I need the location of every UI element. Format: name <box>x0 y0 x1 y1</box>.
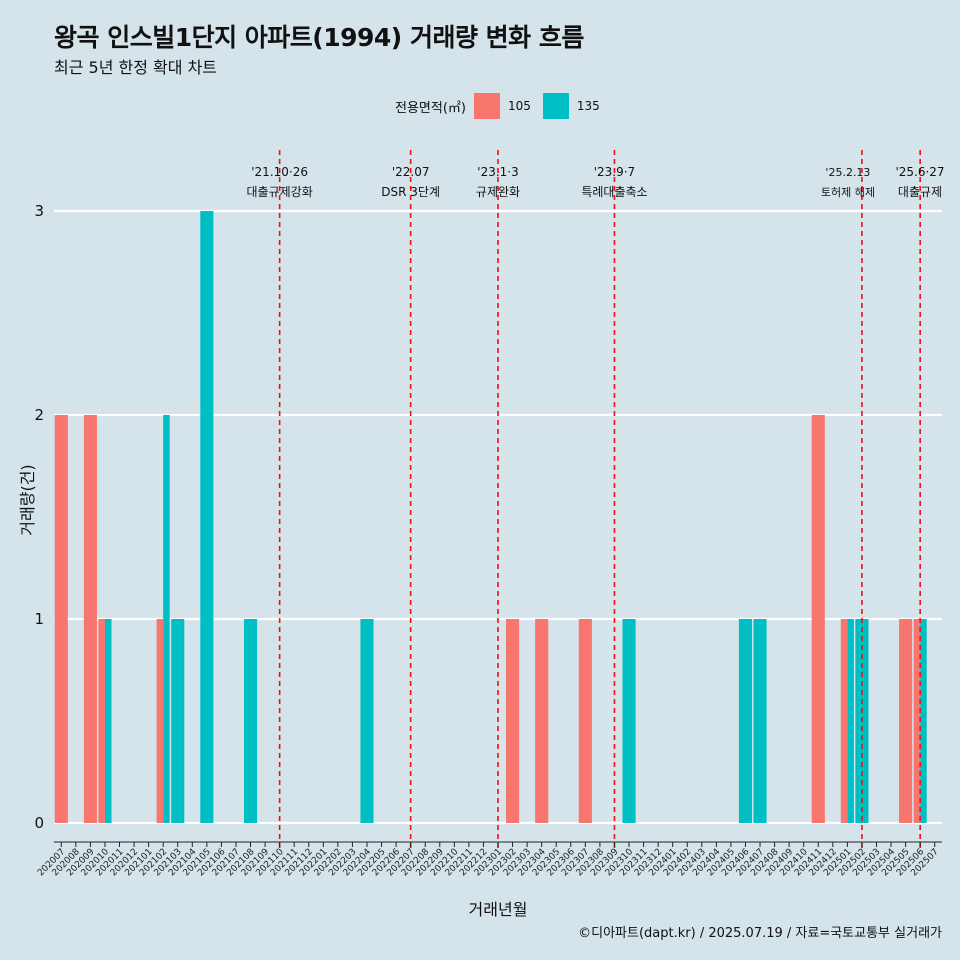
legend-label-105: 105 <box>507 99 531 113</box>
legend-key-105 <box>473 93 500 119</box>
grid-lines <box>54 209 942 825</box>
bar-135 <box>171 619 185 823</box>
event-date: '25.2.13 <box>825 166 870 179</box>
y-axis-title: 거래량(건) <box>18 464 37 535</box>
y-tick-label: 3 <box>34 202 44 220</box>
event-date: '25.6·27 <box>895 165 944 179</box>
bar-105 <box>506 619 520 823</box>
y-tick-label: 2 <box>34 406 44 424</box>
event-label: 대출규제강화 <box>247 185 313 199</box>
bar-105 <box>578 619 592 823</box>
y-tick-label: 0 <box>34 814 44 832</box>
event-label: DSR 3단계 <box>381 185 440 199</box>
bar-105 <box>899 619 913 823</box>
legend: 전용면적(㎡) 105 135 <box>395 93 612 119</box>
legend-title: 전용면적(㎡) <box>395 100 466 116</box>
bar-135 <box>738 619 753 823</box>
chart-subtitle: 최근 5년 한정 확대 차트 <box>54 58 218 77</box>
bar-135 <box>622 619 636 823</box>
bar-135 <box>920 619 927 823</box>
bar-135 <box>847 619 854 823</box>
bar-135 <box>200 211 214 823</box>
event-label: 규제완화 <box>476 185 520 199</box>
bar-135 <box>163 415 170 823</box>
bar-135 <box>360 619 374 823</box>
y-tick-label: 1 <box>34 610 44 628</box>
event-date: '23.1·3 <box>477 165 518 179</box>
legend-key-135 <box>542 93 569 119</box>
event-date: '21.10·26 <box>251 165 308 179</box>
bar-105 <box>811 415 825 823</box>
event-date: '23.9·7 <box>594 165 635 179</box>
bar-135 <box>753 619 767 823</box>
caption: ©디아파트(dapt.kr) / 2025.07.19 / 자료=국토교통부 실… <box>578 926 942 941</box>
chart-title: 왕곡 인스빌1단지 아파트(1994) 거래량 변화 흐름 <box>54 23 584 52</box>
bar-105 <box>840 619 848 823</box>
legend-item-135: 135 <box>542 93 600 119</box>
event-label: 대출규제 <box>898 185 942 199</box>
bar-105 <box>156 619 164 823</box>
bar-135 <box>104 619 112 823</box>
y-tick-labels: 0 1 2 3 <box>34 202 44 832</box>
event-lines <box>278 150 921 852</box>
event-label: 토허제 해제 <box>821 185 875 199</box>
legend-label-135: 135 <box>576 99 600 113</box>
bars <box>54 211 927 823</box>
legend-item-105: 105 <box>473 93 531 119</box>
x-axis: 2020072020082020092020102020112020122021… <box>36 841 942 878</box>
bar-105 <box>913 619 921 823</box>
x-axis-title: 거래년월 <box>469 900 528 919</box>
bar-105 <box>54 415 68 823</box>
bar-135 <box>243 619 258 823</box>
event-annotations: '21.10·26 대출규제강화 '22.07 DSR 3단계 '23.1·3 규제완화 '… <box>247 165 945 199</box>
event-date: '22.07 <box>392 165 430 179</box>
bar-105 <box>83 415 97 823</box>
event-label: 특례대출축소 <box>581 185 647 199</box>
bar-105 <box>535 619 549 823</box>
bar-105 <box>98 619 105 823</box>
